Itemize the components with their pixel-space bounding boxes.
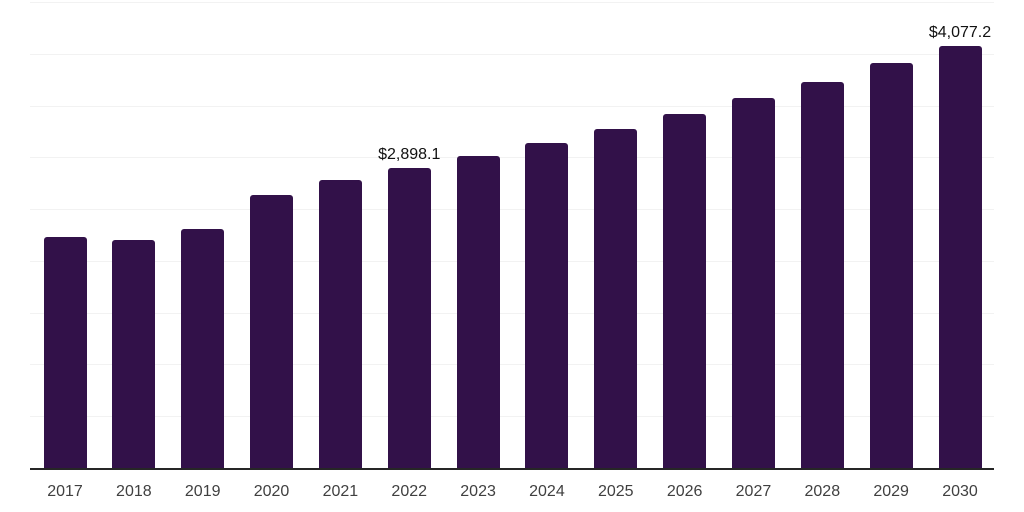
bar-2021[interactable] <box>318 180 362 468</box>
bar-2029[interactable] <box>869 63 913 468</box>
x-tick-label-2018: 2018 <box>116 483 152 500</box>
bar-2017[interactable] <box>43 236 87 468</box>
bar-2027[interactable] <box>731 98 775 468</box>
x-tick-label-2020: 2020 <box>253 483 290 500</box>
bar-2018[interactable] <box>112 239 156 468</box>
bar-2024[interactable] <box>525 142 569 468</box>
bar-2028[interactable] <box>800 82 844 468</box>
gridline-1500 <box>30 312 994 314</box>
gridline-3500 <box>30 105 994 107</box>
x-tick-label-2030: 2030 <box>942 483 978 500</box>
x-tick-label-2028: 2028 <box>804 483 841 500</box>
x-tick-label-2021: 2021 <box>322 483 359 500</box>
bar-2022[interactable] <box>387 167 431 468</box>
gridline-3000 <box>30 157 994 159</box>
gridline-1000 <box>30 364 994 366</box>
x-tick-label-2026: 2026 <box>666 483 703 500</box>
bar-2025[interactable] <box>594 129 638 468</box>
gridline-4000 <box>30 53 994 55</box>
gridline-4500 <box>30 2 994 3</box>
value-label-2030: $4,077.2 <box>928 23 992 41</box>
bar-2026[interactable] <box>663 114 707 468</box>
x-tick-label-2027: 2027 <box>735 483 772 500</box>
bar-2030[interactable] <box>938 45 982 468</box>
gridline-2500 <box>30 209 994 211</box>
x-axis-line <box>30 468 994 470</box>
x-tick-label-2023: 2023 <box>460 483 496 500</box>
x-tick-label-2019: 2019 <box>184 483 221 500</box>
x-tick-label-2025: 2025 <box>597 483 634 500</box>
gridline-2000 <box>30 260 994 262</box>
bar-2020[interactable] <box>250 195 294 468</box>
value-label-2022: $2,898.1 <box>378 145 441 163</box>
bar-2019[interactable] <box>181 228 225 468</box>
x-tick-label-2024: 2024 <box>529 483 565 500</box>
bar-2023[interactable] <box>456 155 500 468</box>
gridline-500 <box>30 416 994 418</box>
x-tick-label-2022: 2022 <box>391 483 428 500</box>
x-tick-label-2017: 2017 <box>47 483 83 500</box>
x-tick-label-2029: 2029 <box>873 483 909 500</box>
